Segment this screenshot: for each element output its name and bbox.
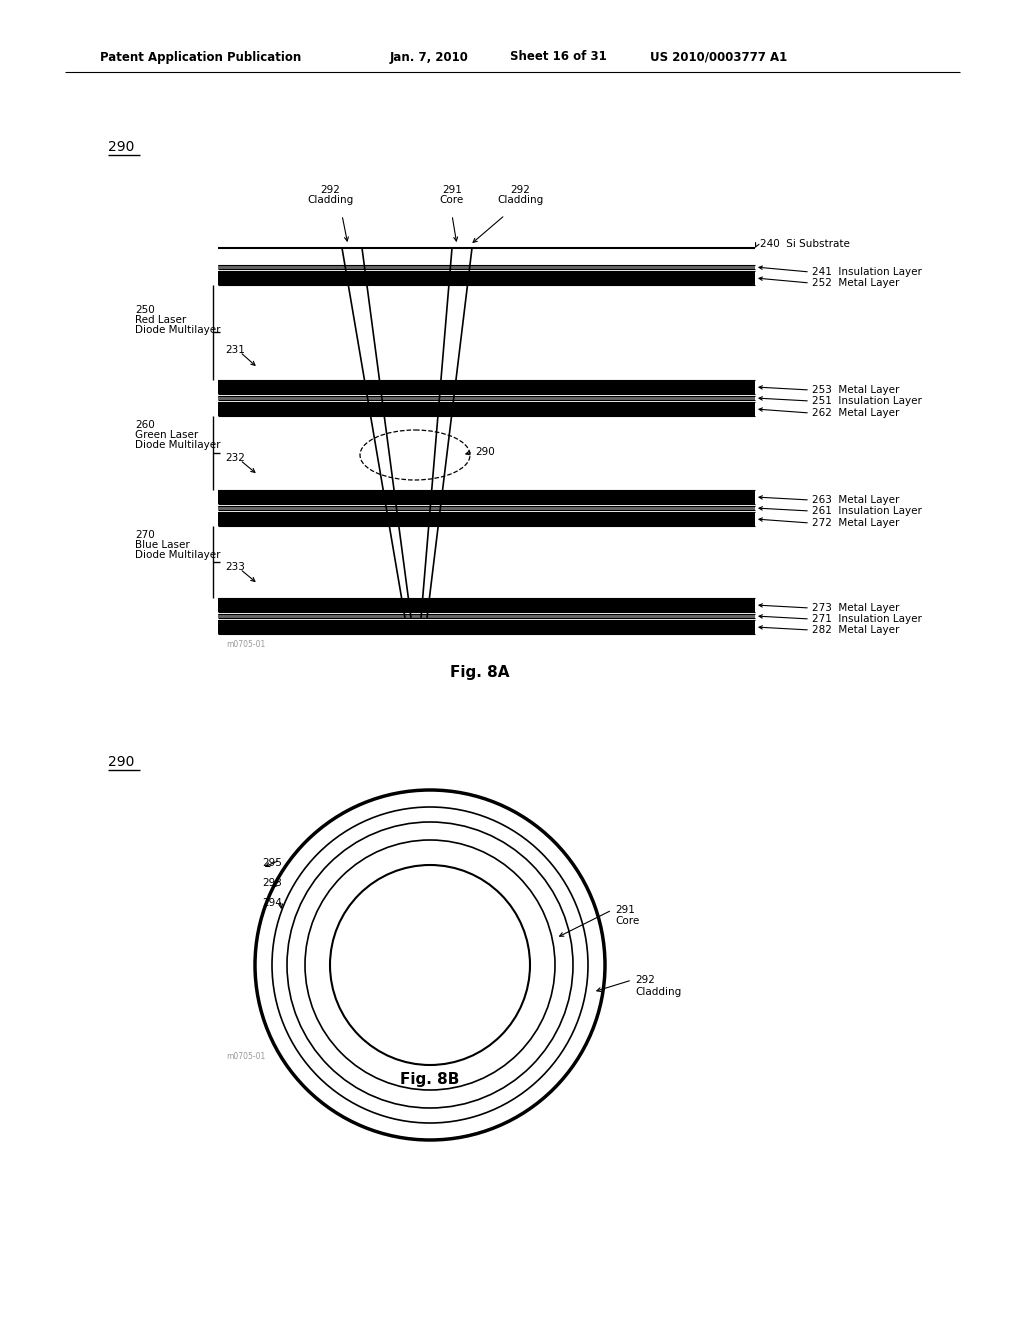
Text: Diode Multilayer: Diode Multilayer — [135, 440, 220, 450]
Text: Fig. 8B: Fig. 8B — [400, 1072, 460, 1086]
Text: 232: 232 — [225, 453, 245, 463]
Text: 271  Insulation Layer: 271 Insulation Layer — [812, 614, 922, 624]
Text: Cladding: Cladding — [635, 987, 681, 997]
Text: 241  Insulation Layer: 241 Insulation Layer — [812, 267, 922, 277]
Text: 292: 292 — [510, 185, 530, 195]
Text: 293: 293 — [262, 878, 282, 888]
Text: Fig. 8A: Fig. 8A — [451, 665, 510, 680]
Text: 290: 290 — [108, 755, 134, 770]
Text: Core: Core — [615, 916, 639, 927]
Text: 260: 260 — [135, 420, 155, 430]
Text: Green Laser: Green Laser — [135, 430, 199, 440]
Text: 282  Metal Layer: 282 Metal Layer — [812, 624, 899, 635]
Bar — [218, 512, 755, 525]
Text: 240  Si Substrate: 240 Si Substrate — [760, 239, 850, 249]
Text: 294: 294 — [262, 898, 282, 908]
Text: m0705-01: m0705-01 — [226, 1052, 265, 1061]
Text: 291: 291 — [615, 906, 635, 915]
Bar — [218, 380, 755, 393]
Text: US 2010/0003777 A1: US 2010/0003777 A1 — [650, 50, 787, 63]
Text: 261  Insulation Layer: 261 Insulation Layer — [812, 506, 922, 516]
Bar — [218, 598, 755, 612]
Text: 292: 292 — [321, 185, 340, 195]
Text: 290: 290 — [475, 447, 495, 457]
Text: 290: 290 — [108, 140, 134, 154]
Text: m0705-01: m0705-01 — [226, 640, 265, 649]
Text: Jan. 7, 2010: Jan. 7, 2010 — [390, 50, 469, 63]
Text: 250: 250 — [135, 305, 155, 315]
Text: 251  Insulation Layer: 251 Insulation Layer — [812, 396, 922, 407]
Text: Blue Laser: Blue Laser — [135, 540, 189, 550]
Bar — [218, 620, 755, 634]
Text: 233: 233 — [225, 562, 245, 572]
Text: 292: 292 — [635, 975, 655, 985]
Text: 252  Metal Layer: 252 Metal Layer — [812, 279, 899, 288]
Text: Red Laser: Red Laser — [135, 315, 186, 325]
Bar — [218, 396, 755, 400]
Text: Diode Multilayer: Diode Multilayer — [135, 325, 220, 335]
Bar — [218, 614, 755, 618]
Text: 262  Metal Layer: 262 Metal Layer — [812, 408, 899, 418]
Text: 263  Metal Layer: 263 Metal Layer — [812, 495, 899, 506]
Text: 291: 291 — [442, 185, 462, 195]
Bar — [218, 403, 755, 416]
Text: 272  Metal Layer: 272 Metal Layer — [812, 517, 899, 528]
Bar — [218, 265, 755, 269]
Text: 253  Metal Layer: 253 Metal Layer — [812, 385, 899, 395]
Text: Cladding: Cladding — [307, 195, 353, 205]
Text: 273  Metal Layer: 273 Metal Layer — [812, 603, 899, 612]
Bar — [218, 271, 755, 285]
Text: Sheet 16 of 31: Sheet 16 of 31 — [510, 50, 607, 63]
Text: 270: 270 — [135, 531, 155, 540]
Bar — [218, 490, 755, 504]
Bar — [218, 506, 755, 510]
Text: Cladding: Cladding — [497, 195, 543, 205]
Text: 295: 295 — [262, 858, 282, 869]
Text: Diode Multilayer: Diode Multilayer — [135, 550, 220, 560]
Text: Core: Core — [440, 195, 464, 205]
Text: 231: 231 — [225, 345, 245, 355]
Text: Patent Application Publication: Patent Application Publication — [100, 50, 301, 63]
